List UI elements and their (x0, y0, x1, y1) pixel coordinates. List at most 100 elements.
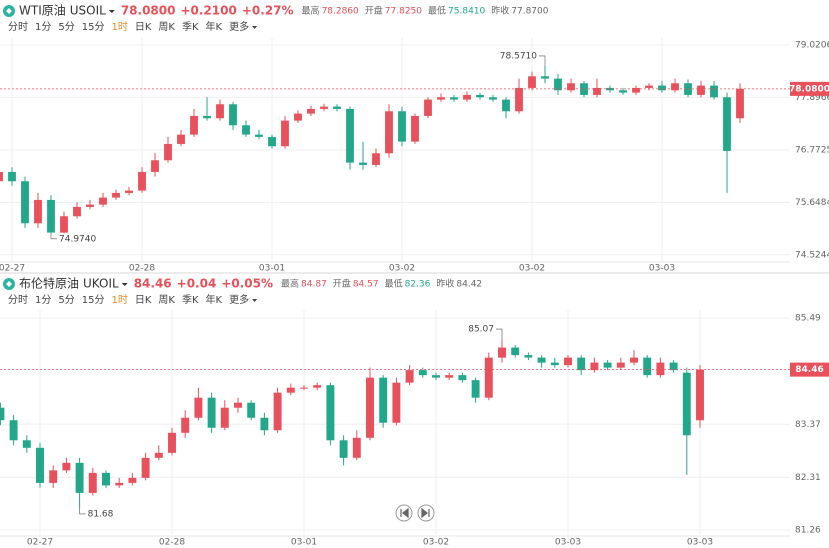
interval-tab[interactable]: 15分 (82, 294, 105, 306)
stat-label: 最高 (281, 278, 299, 290)
price: 84.46 (134, 277, 172, 291)
candle-body (62, 462, 71, 471)
candle-body (577, 357, 586, 371)
interval-tab[interactable]: 日K (135, 295, 152, 306)
last-price-label: 84.46 (795, 365, 823, 375)
candle-body (260, 417, 269, 431)
candle-body (550, 362, 559, 366)
low-annotation-line (50, 233, 57, 240)
candle-body (333, 106, 341, 109)
candle-body (682, 372, 691, 436)
candle-body (313, 385, 322, 388)
interval-tab[interactable]: 1分 (35, 21, 51, 33)
interval-tab[interactable]: 年K (206, 20, 223, 33)
candle-body (385, 111, 393, 154)
interval-tab[interactable]: 1分 (35, 294, 51, 306)
candle-body (450, 97, 458, 100)
x-tick-label: 03-01 (291, 538, 317, 548)
stat-value: 84.42 (456, 280, 482, 290)
high-annotation-line (539, 55, 546, 66)
candle-body (0, 171, 3, 182)
interval-tab[interactable]: 周K (158, 21, 175, 33)
candle-body (21, 181, 29, 224)
candle-body (671, 83, 679, 91)
dropdown-icon (252, 26, 258, 29)
candle-body (619, 90, 627, 93)
candle-body (432, 375, 440, 378)
candle-body (643, 357, 652, 376)
candle-body (590, 362, 599, 371)
candle-body (405, 370, 414, 383)
candle-body (138, 171, 146, 191)
candle-body (541, 76, 549, 79)
stat-label: 开盘 (365, 5, 383, 17)
stat-value: 84.57 (353, 280, 379, 290)
instrument-symbol: UKOIL (83, 277, 119, 291)
candle-body (418, 370, 427, 376)
candle-body (603, 362, 612, 368)
candle-body (656, 362, 665, 376)
stat-label: 开盘 (333, 278, 351, 290)
candle-body (366, 377, 374, 438)
candle-body (247, 402, 256, 418)
interval-tab[interactable]: 15分 (82, 21, 105, 33)
interval-tab[interactable]: 1时 (111, 294, 127, 306)
interval-tab[interactable]: 周K (158, 294, 175, 306)
interval-tab[interactable]: 日K (135, 22, 152, 33)
y-tick-label: 85.49 (795, 314, 821, 324)
last-price-tag (790, 362, 829, 377)
interval-tab[interactable]: 季K (182, 21, 199, 33)
stat-label: 昨收 (436, 278, 454, 290)
candle-body (445, 375, 454, 378)
candle-body (616, 362, 625, 368)
candle-body (73, 206, 81, 217)
x-tick-label: 03-02 (423, 538, 449, 548)
candle-body (273, 392, 282, 431)
candle-body (268, 136, 276, 147)
interval-tab[interactable]: 5分 (58, 21, 74, 33)
candle-body (286, 387, 295, 393)
candle-body (723, 97, 731, 151)
candle-body (437, 97, 445, 100)
candle-body (424, 99, 432, 116)
candle-body (151, 160, 159, 172)
interval-tab[interactable]: 分时 (8, 21, 28, 33)
prev-icon (400, 507, 409, 519)
candle-body (411, 115, 419, 142)
stat-value: 82.36 (405, 280, 431, 290)
stat-value: 78.2860 (322, 7, 359, 17)
interval-tab[interactable]: 更多 (229, 20, 249, 33)
instrument-name: 布伦特原油 (19, 276, 79, 291)
interval-tab[interactable]: 5分 (58, 294, 74, 306)
candle-body (99, 197, 107, 205)
candle-body (669, 362, 678, 371)
high-annotation: 78.5710 (500, 51, 537, 61)
low-annotation: 81.68 (88, 509, 114, 519)
x-tick-label: 02-28 (159, 538, 185, 548)
candle-body (88, 472, 97, 493)
interval-tab[interactable]: 更多 (229, 293, 249, 306)
low-annotation: 74.9740 (59, 234, 96, 244)
interval-tab[interactable]: 年K (206, 293, 223, 306)
candle-body (164, 143, 172, 161)
candle-body (645, 85, 653, 88)
next-icon (421, 507, 430, 519)
candle-body (255, 134, 263, 137)
candle-body (352, 437, 361, 458)
interval-tab[interactable]: 分时 (8, 294, 28, 306)
price: 78.0800 (121, 4, 176, 18)
candle-body (102, 472, 110, 486)
playback-controls (395, 504, 435, 522)
candle-body (307, 108, 315, 114)
candle-body (234, 402, 242, 408)
stat-value: 75.8410 (448, 7, 485, 17)
candle-body (463, 94, 471, 100)
x-tick-label: 02-27 (27, 538, 53, 548)
candle-body (564, 357, 572, 366)
candle-body (392, 382, 401, 423)
y-tick-label: 79.0206 (795, 40, 829, 50)
interval-tab[interactable]: 季K (182, 294, 199, 306)
candle-body (658, 85, 666, 91)
interval-tab[interactable]: 1时 (111, 21, 127, 33)
